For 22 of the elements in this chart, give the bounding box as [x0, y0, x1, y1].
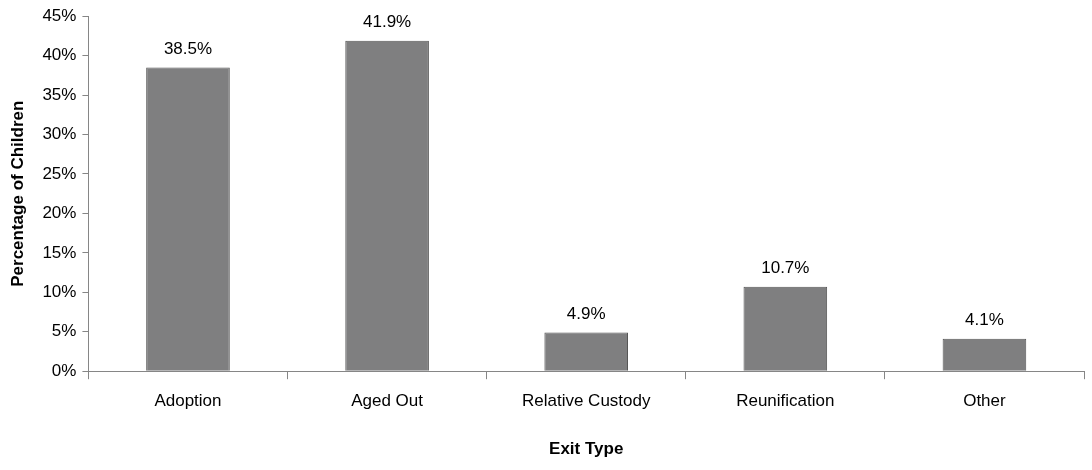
- x-tick-label: Adoption: [154, 391, 222, 411]
- data-label: 10.7%: [761, 257, 810, 277]
- y-tick-label: 5%: [51, 321, 77, 341]
- x-axis-title: Exit Type: [549, 439, 624, 459]
- x-tick-label: Reunification: [736, 391, 835, 411]
- y-tick-label: 30%: [42, 124, 77, 144]
- data-label: 4.1%: [965, 310, 1004, 330]
- y-axis-title: Percentage of Children: [7, 100, 27, 287]
- y-tick-label: 45%: [42, 5, 77, 25]
- y-tick-label: 10%: [42, 282, 77, 301]
- y-tick-label: 25%: [42, 163, 77, 183]
- data-label: 41.9%: [363, 11, 412, 31]
- y-tick-label: 35%: [42, 84, 77, 104]
- data-label: 4.9%: [566, 303, 606, 323]
- x-tick-label: Relative Custody: [521, 391, 651, 411]
- y-tick-label: 0%: [51, 360, 77, 380]
- y-tick-label: 15%: [42, 242, 77, 262]
- data-label: 38.5%: [163, 38, 213, 58]
- x-tick-label: Other: [963, 391, 1007, 411]
- y-tick-label: 40%: [42, 45, 77, 65]
- y-tick-label: 20%: [42, 203, 77, 223]
- x-tick-label: Aged Out: [351, 391, 424, 411]
